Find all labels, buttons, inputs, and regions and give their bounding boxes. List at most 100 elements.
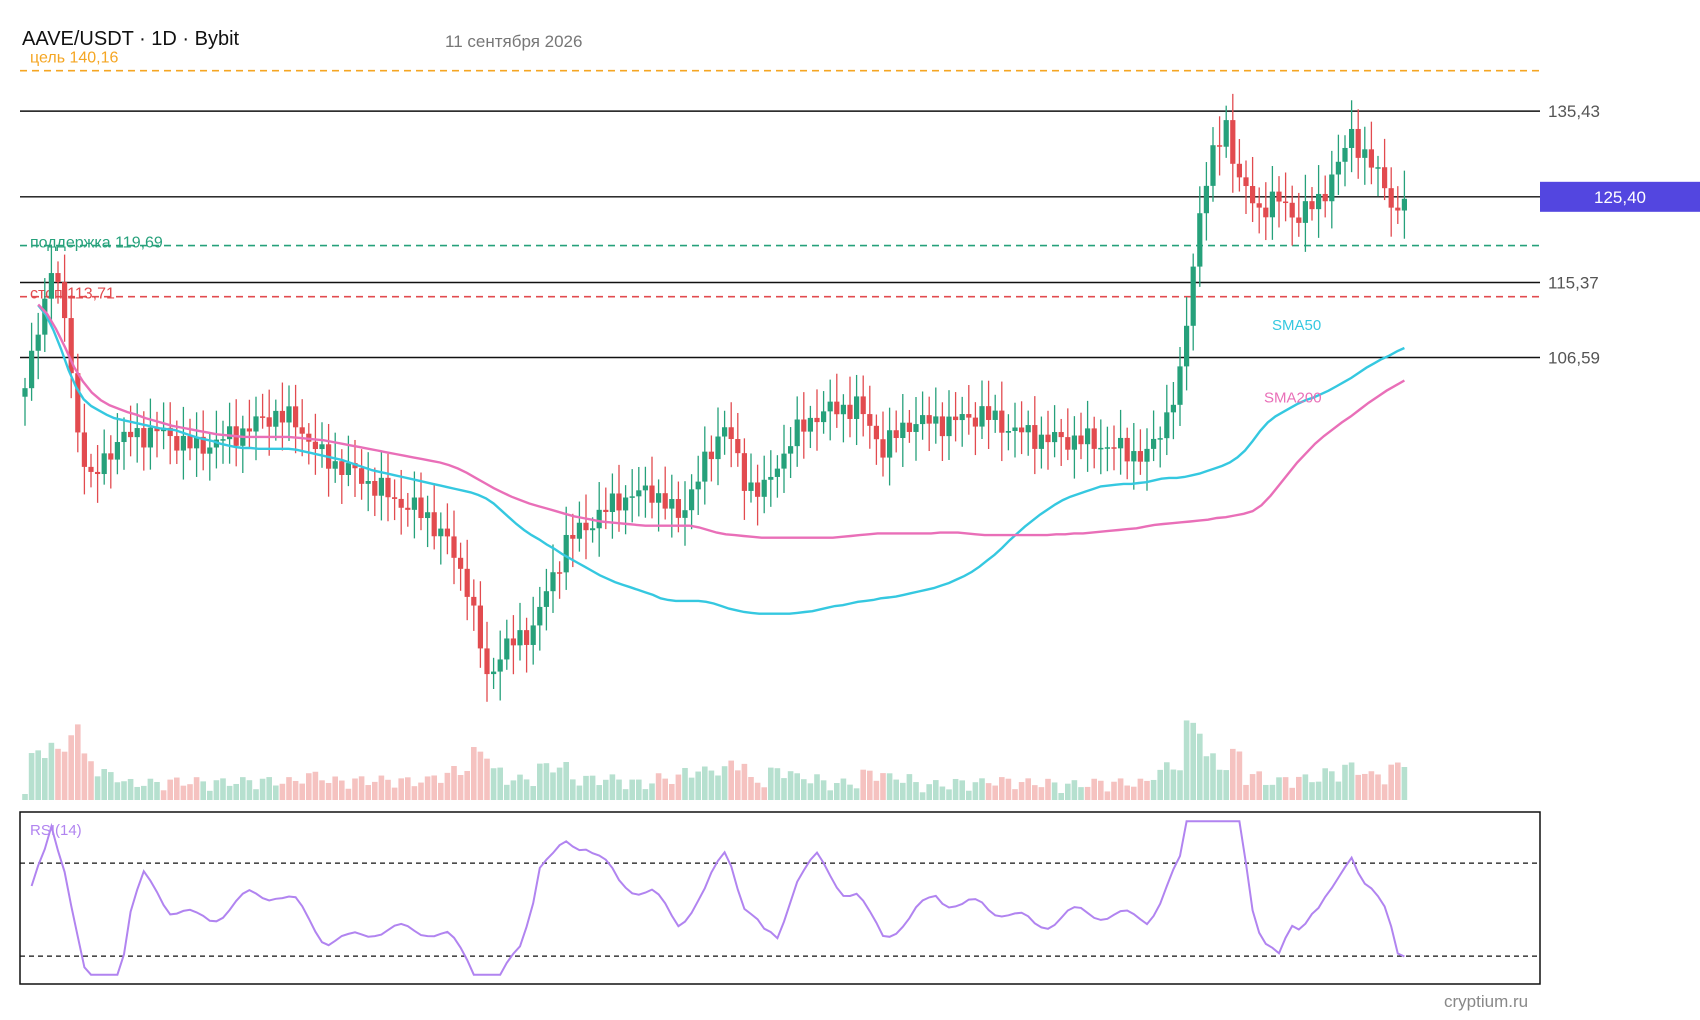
candle-body xyxy=(1065,437,1071,450)
candle-body xyxy=(1177,366,1183,405)
candle xyxy=(491,657,497,690)
volume-bar xyxy=(543,763,550,800)
candle xyxy=(365,452,371,512)
candle-body xyxy=(1395,207,1401,211)
candle xyxy=(372,467,378,517)
volume-bar xyxy=(187,784,193,800)
candle-body xyxy=(48,273,54,299)
candle-body xyxy=(1342,147,1348,162)
candle xyxy=(477,581,483,668)
candle xyxy=(695,455,701,515)
volume-bar xyxy=(259,778,266,800)
candle-body xyxy=(504,638,510,660)
candle-body xyxy=(636,490,642,497)
candle-body xyxy=(55,273,61,283)
candle-body xyxy=(88,466,94,472)
candle xyxy=(854,374,860,446)
candle xyxy=(999,381,1005,462)
candle-body xyxy=(332,461,338,469)
volume-bar xyxy=(840,778,847,800)
candle-body xyxy=(154,427,160,432)
candle xyxy=(755,464,761,526)
volume-bar xyxy=(121,781,127,800)
candle-body xyxy=(563,534,569,573)
volume-bar xyxy=(306,773,312,800)
volume-bar xyxy=(292,780,299,800)
candle xyxy=(1038,416,1044,469)
candle-body xyxy=(1210,145,1216,186)
candle xyxy=(68,295,74,399)
candle-body xyxy=(702,451,708,482)
volume-bar xyxy=(332,776,338,800)
volume-bar xyxy=(735,770,741,800)
volume-bar xyxy=(880,773,886,800)
volume-bar xyxy=(108,772,114,800)
candle xyxy=(761,455,767,514)
candle-body xyxy=(1223,120,1229,147)
volume-bar xyxy=(1362,773,1368,800)
volume-bar xyxy=(424,776,431,800)
volume-bar xyxy=(141,785,147,800)
volume-bar xyxy=(781,778,787,800)
candle xyxy=(1276,176,1282,228)
volume-bar xyxy=(464,770,470,800)
volume-bar xyxy=(378,775,385,800)
candle xyxy=(517,602,523,661)
candle-body xyxy=(1038,434,1044,449)
candle xyxy=(1052,405,1058,458)
candle-body xyxy=(253,416,259,432)
volume-bar xyxy=(167,779,173,800)
volume-bar xyxy=(860,769,866,800)
candle-body xyxy=(1197,213,1203,267)
candle xyxy=(306,423,312,465)
candle xyxy=(451,510,457,585)
candle xyxy=(893,410,899,453)
candle-body xyxy=(299,427,305,434)
candle-body xyxy=(1302,201,1308,223)
candle xyxy=(920,391,926,440)
volume-bar xyxy=(339,780,345,800)
volume-bar xyxy=(636,779,642,800)
volume-bar xyxy=(517,774,523,800)
level-label-3: 106,59 xyxy=(1548,349,1600,368)
volume-bar xyxy=(279,783,286,800)
candle-body xyxy=(75,373,81,433)
volume-bar xyxy=(807,783,814,800)
candle-body xyxy=(900,422,906,439)
candle xyxy=(1091,416,1097,469)
volume-bar xyxy=(134,786,140,800)
candle-body xyxy=(649,485,655,503)
candle-body xyxy=(880,439,886,458)
candle-body xyxy=(1362,149,1368,158)
candle xyxy=(1309,187,1315,221)
candle xyxy=(590,517,596,543)
rsi-frame xyxy=(19,811,1541,985)
volume-bar xyxy=(642,789,649,800)
candle-body xyxy=(1375,167,1381,169)
candle xyxy=(29,322,35,401)
candle-body xyxy=(1283,201,1289,204)
candle-body xyxy=(1012,427,1018,432)
candle xyxy=(279,382,285,451)
volume-bar xyxy=(444,772,451,800)
volume-bar xyxy=(1104,791,1111,800)
candle-body xyxy=(550,572,556,592)
level-label-2: 115,37 xyxy=(1548,274,1599,293)
candle xyxy=(649,456,655,519)
candle xyxy=(1223,105,1229,158)
candle xyxy=(959,396,965,447)
candle-body xyxy=(286,406,292,423)
candle-body xyxy=(101,453,107,475)
volume-bar xyxy=(629,779,635,800)
candle-body xyxy=(405,507,411,510)
candle xyxy=(1230,93,1236,193)
candle xyxy=(458,542,464,591)
volume-bar xyxy=(88,761,94,800)
candle xyxy=(860,375,866,437)
candle-body xyxy=(517,630,523,646)
volume-bar xyxy=(48,742,55,800)
candle-body xyxy=(1019,427,1025,433)
candle xyxy=(266,389,272,456)
candle xyxy=(1058,418,1064,466)
candle-body xyxy=(715,436,721,460)
